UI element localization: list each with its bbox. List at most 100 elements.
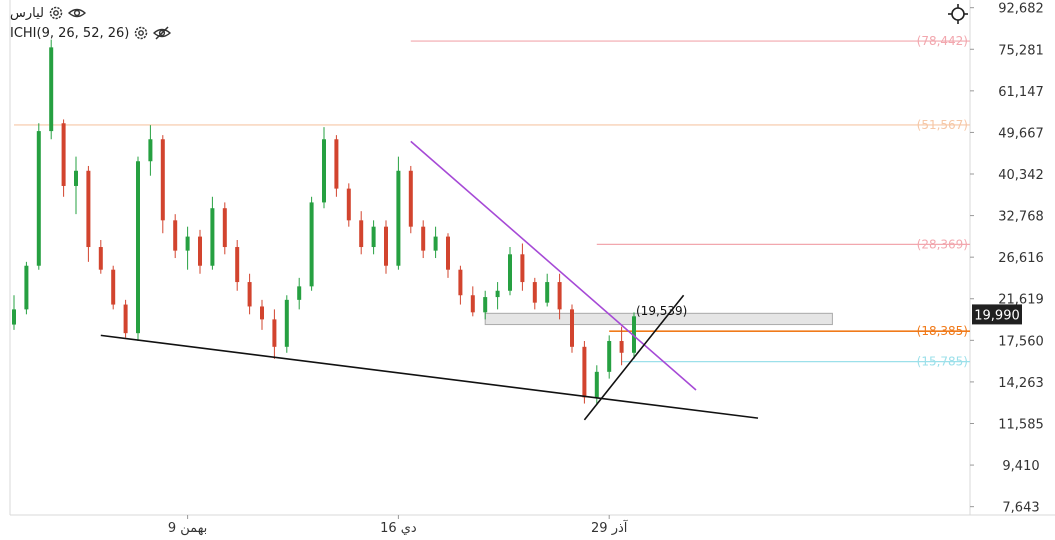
candle-body: [111, 269, 116, 305]
candle-body: [458, 269, 463, 296]
candle: [495, 282, 500, 310]
candle: [322, 127, 326, 209]
candle-body: [61, 123, 66, 186]
candle-body: [98, 247, 103, 270]
level-label: (18,385): [917, 324, 968, 338]
candle-body: [359, 220, 364, 248]
level-label: (15,785): [917, 355, 968, 369]
y-tick-label: 17,560: [998, 334, 1044, 349]
candle-body: [632, 316, 636, 353]
candle-body: [74, 170, 78, 186]
candle: [36, 123, 41, 270]
candle: [483, 290, 488, 320]
candle-body: [520, 254, 525, 283]
symbol-name: ليارس: [10, 5, 44, 21]
x-tick-label: 9 بهمن: [168, 521, 207, 536]
candle-body: [594, 371, 599, 398]
candle: [198, 229, 202, 274]
candle-body: [371, 226, 376, 248]
candle: [433, 226, 438, 259]
candle-body: [470, 295, 475, 313]
candle: [532, 277, 537, 310]
candle-body: [421, 226, 426, 251]
candle: [98, 240, 103, 274]
eye-off-icon[interactable]: [153, 25, 172, 41]
candle-body: [433, 236, 438, 251]
lower-support[interactable]: [100, 334, 759, 419]
candle-body: [545, 282, 550, 303]
level-label: (51,567): [917, 118, 968, 132]
candle: [508, 247, 512, 296]
candle-body: [334, 139, 339, 189]
x-tick-label: 16 دي: [380, 521, 417, 536]
y-tick-label: 49,667: [998, 126, 1044, 141]
horizontal-levels: (78,442) (51,567) (28,369) (18,385) (15,785): [14, 34, 970, 369]
candle-body: [123, 304, 128, 334]
gear-icon[interactable]: [48, 5, 64, 21]
legend-indicator-row: ICHI(9, 26, 52, 26): [10, 25, 172, 41]
candle: [384, 220, 388, 274]
y-tick-label: 9,410: [1002, 459, 1039, 474]
candle-body: [24, 265, 29, 310]
candle-body: [557, 282, 562, 310]
current-price-tag: [972, 304, 1022, 325]
candle: [235, 240, 240, 291]
candle: [173, 214, 178, 259]
y-tick-label: 92,682: [998, 2, 1044, 17]
trendlines: [100, 140, 759, 421]
candle: [582, 341, 587, 404]
candle: [297, 277, 302, 310]
eye-icon[interactable]: [67, 5, 87, 21]
candle-body: [86, 170, 91, 248]
level-label: (28,369): [917, 237, 968, 251]
x-tick-label: 29 آذر: [591, 519, 629, 536]
candle-body: [297, 286, 302, 300]
candle-body: [532, 282, 537, 303]
candle-body: [619, 341, 624, 353]
level-label: (78,442): [917, 34, 968, 48]
candle-body: [198, 236, 202, 266]
candle-body: [272, 319, 277, 347]
y-tick-label: 7,643: [1002, 501, 1039, 516]
candle: [185, 226, 190, 270]
candle: [222, 202, 227, 255]
candle-body: [408, 170, 413, 227]
y-tick-label: 61,147: [998, 85, 1044, 100]
candle: [570, 304, 574, 353]
candle: [470, 286, 475, 317]
indicator-name: ICHI(9, 26, 52, 26): [10, 25, 130, 41]
candle: [408, 165, 413, 234]
candle-body: [508, 254, 512, 291]
rising-line[interactable]: [583, 294, 685, 421]
candle-body: [322, 139, 326, 203]
candle-body: [148, 139, 153, 162]
candle-body: [396, 170, 401, 266]
legend-symbol-row: ليارس: [10, 5, 87, 21]
candle: [421, 220, 426, 259]
y-tick-label: 26,616: [998, 251, 1044, 266]
candle: [148, 125, 153, 176]
upper-trendline[interactable]: [410, 140, 697, 391]
candle: [371, 220, 376, 255]
crosshair-icon[interactable]: [948, 4, 968, 24]
candle: [123, 299, 128, 338]
candle: [247, 273, 252, 315]
candle: [49, 39, 54, 140]
candle: [359, 211, 364, 255]
candle: [446, 233, 450, 278]
gear-icon[interactable]: [133, 25, 149, 41]
y-tick-label: 32,768: [998, 210, 1044, 225]
candle-body: [495, 290, 500, 298]
candle-body: [222, 208, 227, 248]
candle: [607, 335, 612, 379]
candle-body: [210, 208, 215, 266]
candle-body: [136, 161, 140, 334]
candle: [309, 196, 314, 291]
annotation: (19,539): [636, 304, 687, 318]
candle-body: [284, 299, 289, 347]
candle-body: [49, 47, 54, 132]
y-tick-label: 75,281: [998, 43, 1044, 58]
y-tick-label: 40,342: [998, 168, 1044, 183]
candle: [272, 309, 277, 359]
